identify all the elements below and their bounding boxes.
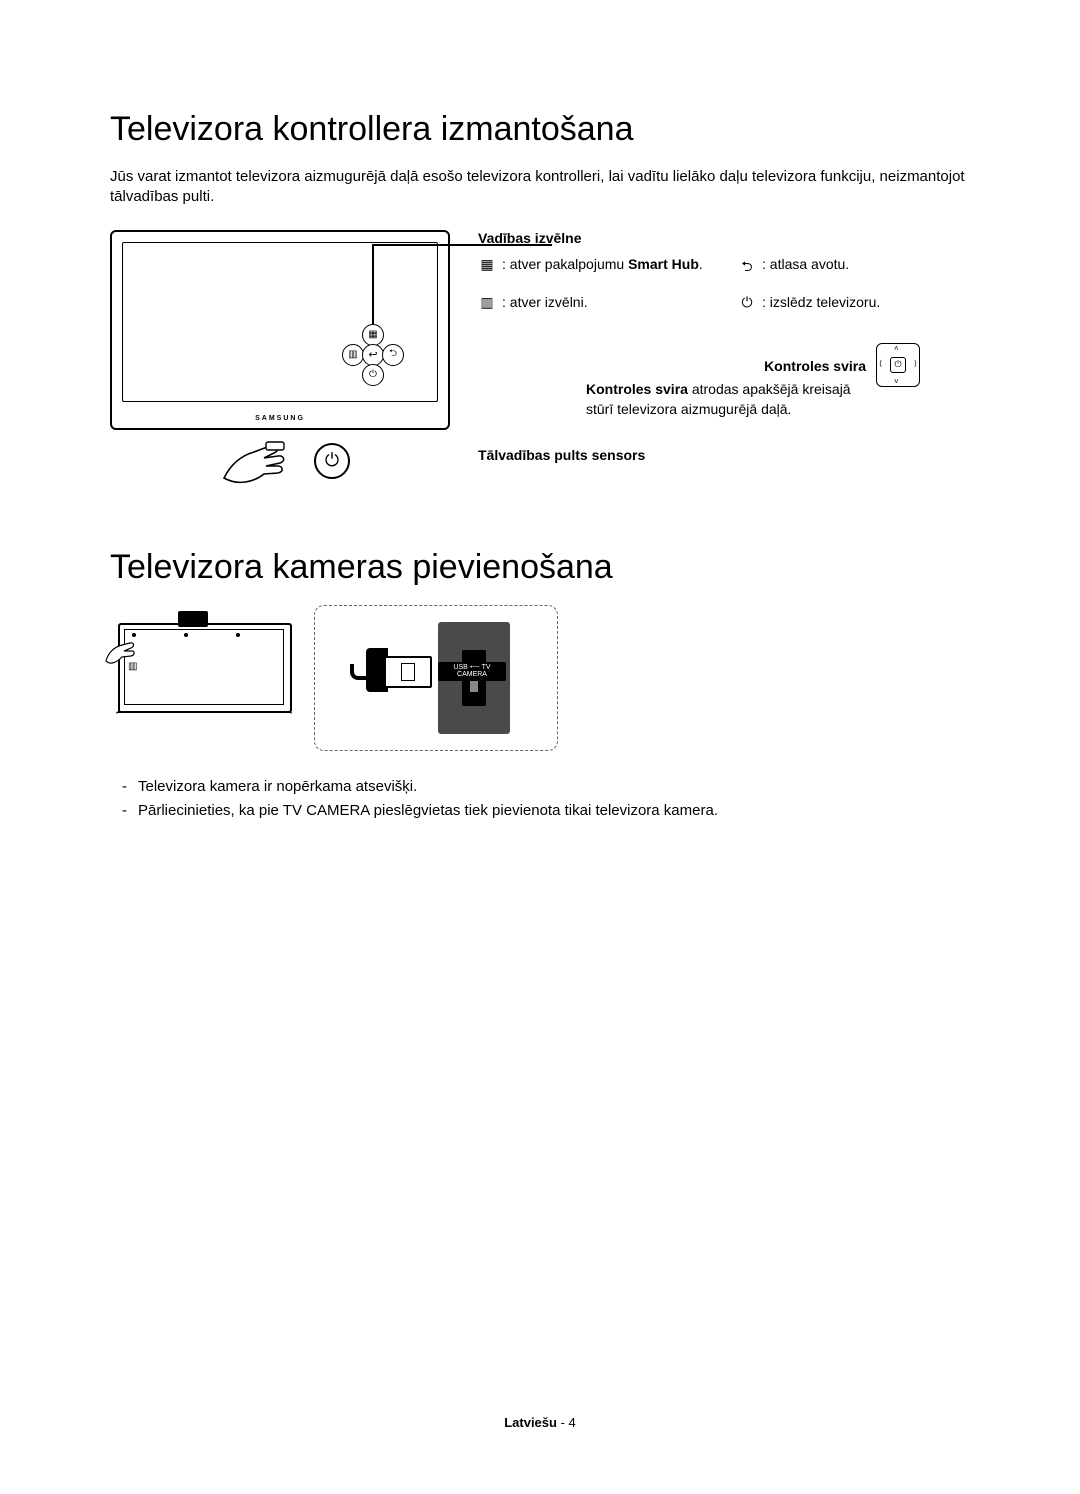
smart-hub-icon: ▦ [478, 256, 496, 273]
power-large-icon: ⏻ [314, 443, 350, 479]
text: : atver pakalpojumu [502, 256, 628, 272]
section1-intro: Jūs varat izmantot televizora aizmugurēj… [110, 167, 980, 208]
controls-description: Vadības izvēlne ▦ : atver pakalpojumu Sm… [478, 230, 980, 464]
section1-body: SAMSUNG ▦ ▥ ↩ ⮌ ⏻ ⏻ [110, 230, 980, 486]
text: : atver izvēlni. [502, 294, 588, 310]
camera-notes-list: Televizora kamera ir nopērkama atsevišķi… [110, 775, 980, 823]
power-off-desc: ⏻ : izslēdz televizoru. [738, 294, 980, 311]
power-icon: ⏻ [362, 364, 384, 386]
tv-brand-label: SAMSUNG [112, 415, 448, 422]
control-menu-title: Vadības izvēlne [478, 230, 980, 246]
lead-line [372, 244, 374, 324]
control-stick-label: Kontroles svira [764, 358, 866, 374]
section2-title: Televizora kameras pievienošana [110, 548, 980, 587]
text: : atlasa avotu. [762, 256, 849, 272]
list-item: Pārliecinieties, ka pie TV CAMERA pieslē… [122, 799, 980, 823]
chevron-right-icon: ⟩ [914, 359, 917, 368]
hand-icon [104, 641, 136, 665]
port-label: USB ⟵ TV CAMERA [438, 662, 506, 681]
tv-illustration: SAMSUNG ▦ ▥ ↩ ⮌ ⏻ ⏻ [110, 230, 450, 486]
tv-stand [116, 711, 292, 719]
return-icon: ↩ [362, 344, 384, 366]
tv-frame: SAMSUNG ▦ ▥ ↩ ⮌ ⏻ [110, 230, 450, 430]
tv-with-camera-illustration: ▥ [110, 605, 300, 725]
smart-hub-icon: ▦ [362, 324, 384, 346]
chevron-left-icon: ⟨ [879, 359, 882, 368]
lead-line [372, 244, 552, 246]
source-desc: ⮌ : atlasa avotu. [738, 256, 980, 280]
remote-sensor-callout: Tālvadības pults sensors [478, 447, 980, 463]
footer-page-number: 4 [569, 1415, 576, 1430]
camera-figures: ▥ USB ⟵ TV CAMERA [110, 605, 980, 751]
section1-title: Televizora kontrollera izmantošana [110, 110, 980, 149]
power-icon: ⏻ [738, 294, 756, 311]
open-menu-desc: ▥ : atver izvēlni. [478, 294, 728, 311]
power-icon: ⏻ [890, 357, 906, 373]
usb-cable-icon [362, 638, 432, 718]
source-icon: ⮌ [382, 344, 404, 366]
usb-plug-icon [384, 656, 432, 688]
tv-port-panel: USB ⟵ TV CAMERA [438, 622, 510, 734]
text: : izslēdz televizoru. [762, 294, 880, 310]
control-stick-callout: Kontroles svira Kontroles svira atrodas … [478, 357, 980, 420]
page-footer: Latviešu - 4 [0, 1415, 1080, 1430]
text-bold: Kontroles svira [586, 381, 688, 397]
menu-icon: ▥ [478, 294, 496, 311]
usb-connection-illustration: USB ⟵ TV CAMERA [314, 605, 558, 751]
remote-sensor-label: Tālvadības pults sensors [478, 447, 645, 463]
smart-hub-desc: ▦ : atver pakalpojumu Smart Hub. [478, 256, 728, 280]
text-bold: Smart Hub [628, 256, 699, 272]
control-pad: ▦ ▥ ↩ ⮌ ⏻ [342, 324, 402, 384]
footer-sep: - [557, 1415, 569, 1430]
list-item: Televizora kamera ir nopērkama atsevišķi… [122, 775, 980, 799]
text: . [699, 256, 703, 272]
panel-dots [132, 633, 240, 637]
dot-icon [236, 633, 240, 637]
tv-back-panel [124, 629, 284, 705]
dot-icon [184, 633, 188, 637]
page: Televizora kontrollera izmantošana Jūs v… [0, 0, 1080, 1494]
camera-module-icon [178, 611, 208, 627]
menu-icon: ▥ [342, 344, 364, 366]
source-icon: ⮌ [738, 256, 756, 280]
hand-icon [220, 436, 300, 486]
joystick-icon: ⏻ ˄ ˅ ⟨ ⟩ [876, 343, 920, 387]
footer-language: Latviešu [504, 1415, 557, 1430]
dot-icon [132, 633, 136, 637]
chevron-up-icon: ˄ [894, 344, 899, 353]
section2: Televizora kameras pievienošana ▥ [110, 548, 980, 823]
chevron-down-icon: ˅ [894, 377, 899, 386]
hand-with-remote: ⏻ [220, 436, 450, 486]
control-menu-grid: ▦ : atver pakalpojumu Smart Hub. ⮌ : atl… [478, 256, 980, 311]
